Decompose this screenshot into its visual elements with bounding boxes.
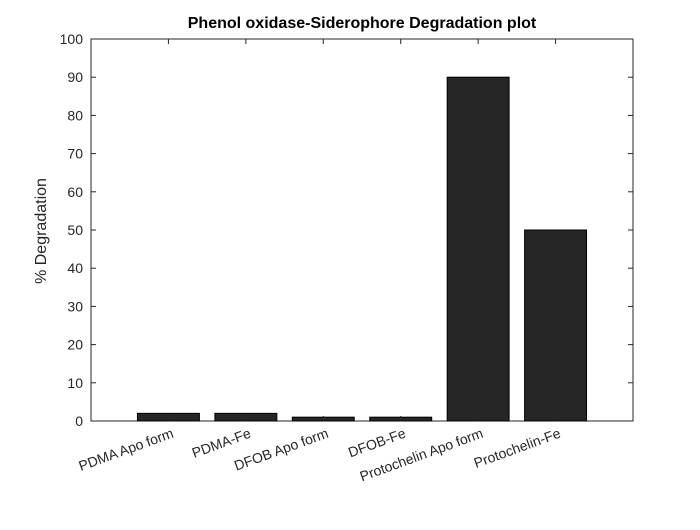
y-tick-label: 80 bbox=[67, 107, 83, 123]
y-tick-label: 10 bbox=[67, 375, 83, 391]
y-tick-label: 90 bbox=[67, 69, 83, 85]
bar-5 bbox=[446, 76, 510, 422]
bar-6 bbox=[524, 229, 588, 422]
x-tick-label: PDMA Apo form bbox=[76, 425, 175, 474]
y-tick-label: 60 bbox=[67, 184, 83, 200]
y-tick-label: 100 bbox=[60, 31, 84, 47]
y-tick-label: 70 bbox=[67, 146, 83, 162]
y-tick-label: 40 bbox=[67, 260, 83, 276]
chart-title: Phenol oxidase-Siderophore Degradation p… bbox=[188, 15, 537, 32]
y-tick-label: 30 bbox=[67, 298, 83, 314]
y-tick-label: 0 bbox=[75, 413, 83, 429]
y-tick-label: 50 bbox=[67, 222, 83, 238]
x-tick-label: Protochelin-Fe bbox=[472, 425, 563, 471]
y-tick-label: 20 bbox=[67, 337, 83, 353]
y-axis-label: % Degradation bbox=[33, 178, 50, 284]
